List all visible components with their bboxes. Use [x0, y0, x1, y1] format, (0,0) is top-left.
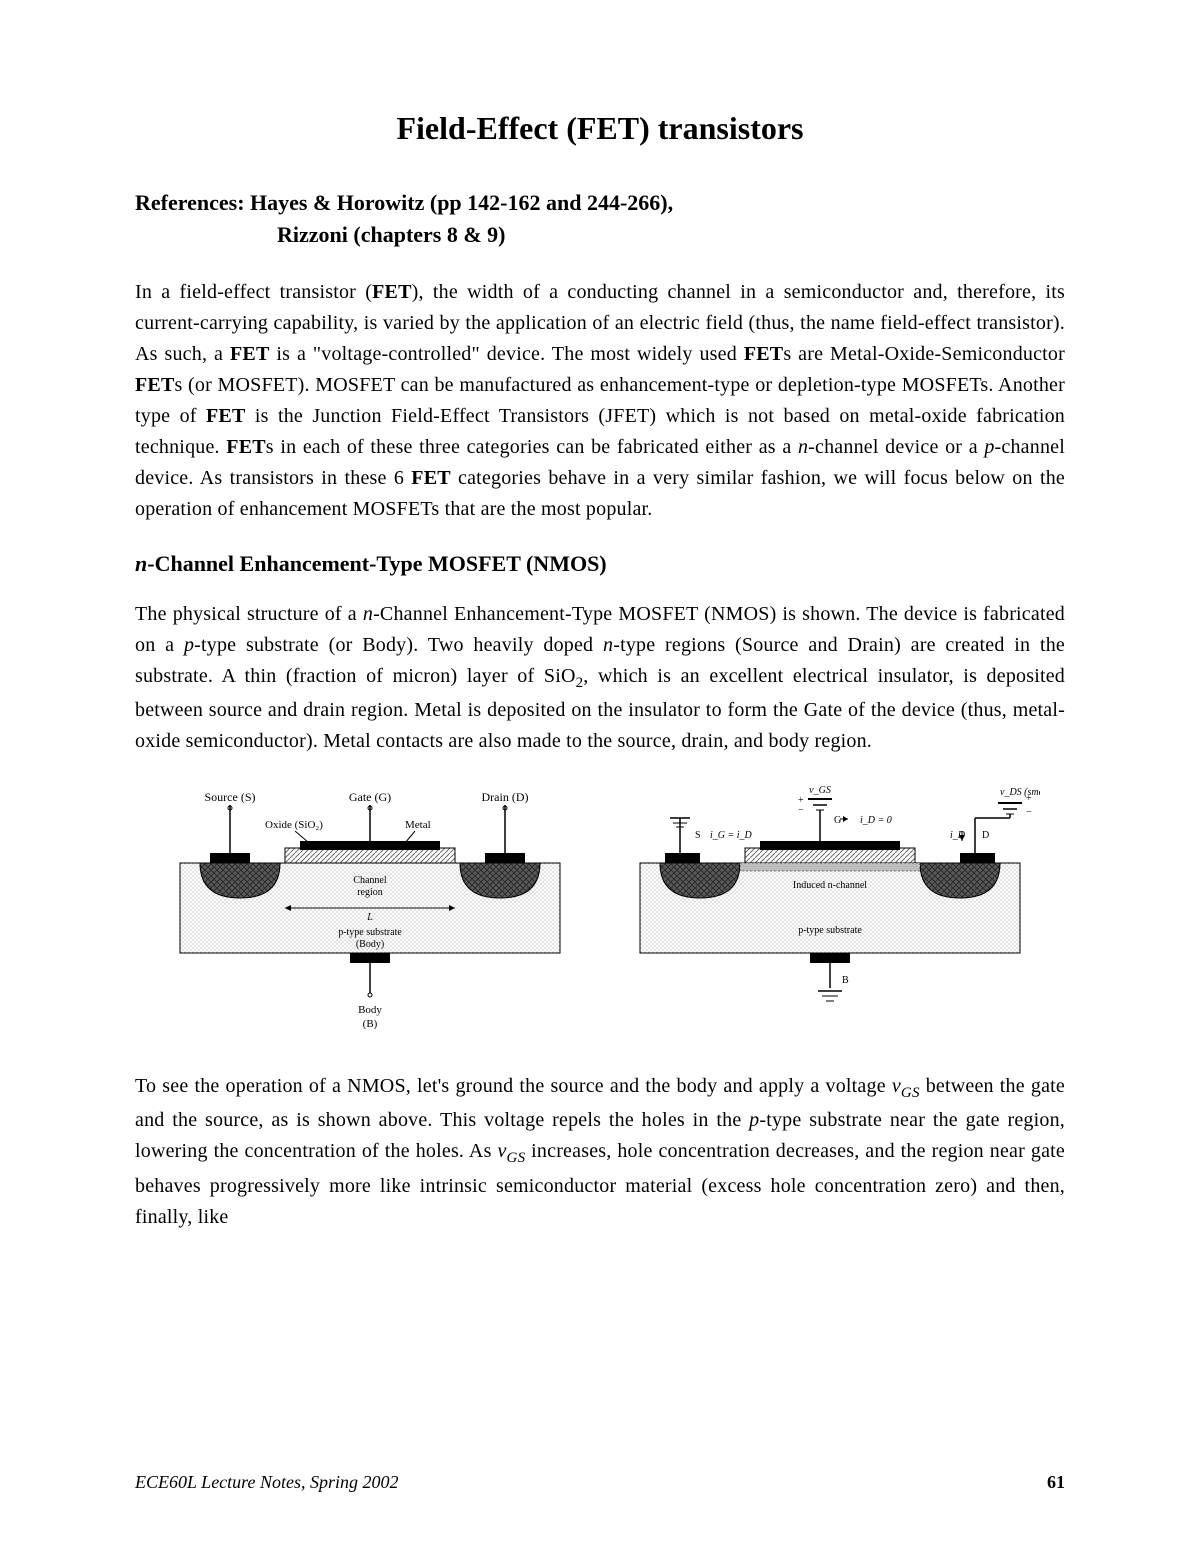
references-line1: Hayes & Horowitz (pp 142-162 and 244-266… [250, 190, 673, 215]
label-vgs: v_GS [809, 785, 831, 796]
math: p [184, 634, 194, 656]
label-substrate1: p-type substrate [338, 927, 402, 938]
references-line2: Rizzoni (chapters 8 & 9) [135, 219, 1065, 251]
math: v [892, 1075, 901, 1097]
bold: FET [135, 374, 175, 396]
subscript: GS [901, 1085, 920, 1101]
text: -channel device or a [808, 436, 984, 458]
label-G: G [834, 815, 841, 826]
footer-source: ECE60L Lecture Notes, Spring 2002 [135, 1472, 399, 1493]
label-D: D [982, 830, 989, 841]
figure-nmos-structure: Source (S) Gate (G) Drain (D) Oxide (SiO… [160, 783, 580, 1043]
label-oxide: Oxide (SiO₂) [265, 819, 323, 831]
math: v [497, 1140, 506, 1162]
math: n [135, 551, 147, 576]
label-vds: v_DS (small) [1000, 787, 1040, 798]
references-block: References: Hayes & Horowitz (pp 142-162… [135, 187, 1065, 251]
label-substrate2: (Body) [356, 939, 384, 950]
label-gate: Gate (G) [349, 790, 391, 804]
paragraph-structure: The physical structure of a n-Channel En… [135, 599, 1065, 757]
label-substrate2: p-type substrate [798, 925, 862, 936]
paragraph-intro: In a field-effect transistor (FET), the … [135, 277, 1065, 525]
label-metal: Metal [405, 819, 431, 831]
math: p [749, 1109, 759, 1131]
label-channel1: Channel [353, 875, 387, 886]
bold: FET [411, 467, 451, 489]
math: n [798, 436, 808, 458]
text: s are Metal-Oxide-Semiconductor [783, 343, 1065, 365]
bold: FET [744, 343, 784, 365]
label-ig: i_G = i_D [710, 830, 753, 841]
text: The physical structure of a [135, 603, 363, 625]
label-source: Source (S) [205, 790, 256, 804]
section-heading-nmos: n-Channel Enhancement-Type MOSFET (NMOS) [135, 551, 1065, 577]
label-drain: Drain (D) [482, 790, 529, 804]
bold: FET [230, 343, 270, 365]
math: n [363, 603, 373, 625]
page: Field-Effect (FET) transistors Reference… [0, 0, 1200, 1553]
label-induced: Induced n-channel [793, 880, 867, 891]
label-body2: (B) [363, 1018, 378, 1030]
references-label: References: [135, 190, 245, 215]
math: p [984, 436, 994, 458]
text: is a "voltage-controlled" device. The mo… [269, 343, 743, 365]
text: -type substrate (or Body). Two heavily d… [194, 634, 603, 656]
bold: FET [206, 405, 246, 427]
math: n [603, 634, 613, 656]
svg-text:−: − [1026, 807, 1032, 818]
bold: FET [372, 281, 412, 303]
page-title: Field-Effect (FET) transistors [135, 110, 1065, 147]
page-footer: ECE60L Lecture Notes, Spring 2002 61 [135, 1472, 1065, 1493]
label-B: B [842, 975, 849, 986]
label-id-eq: i_D = 0 [860, 815, 892, 826]
text: s in each of these three categories can … [266, 436, 798, 458]
label-S: S [695, 830, 701, 841]
svg-text:−: − [798, 805, 804, 816]
footer-page-number: 61 [1047, 1472, 1065, 1493]
bold: FET [226, 436, 266, 458]
subscript: GS [507, 1150, 526, 1166]
text: -Channel Enhancement-Type MOSFET (NMOS) [147, 551, 606, 576]
text: To see the operation of a NMOS, let's gr… [135, 1075, 892, 1097]
text: In a field-effect transistor ( [135, 281, 372, 303]
paragraph-operation: To see the operation of a NMOS, let's gr… [135, 1071, 1065, 1233]
figure-nmos-biased: v_GS + − G i_D = 0 S i_G = i_D [620, 783, 1040, 1043]
figure-row: Source (S) Gate (G) Drain (D) Oxide (SiO… [135, 783, 1065, 1043]
label-channel2: region [357, 887, 383, 898]
label-body1: Body [358, 1004, 382, 1016]
label-L: L [366, 912, 373, 923]
